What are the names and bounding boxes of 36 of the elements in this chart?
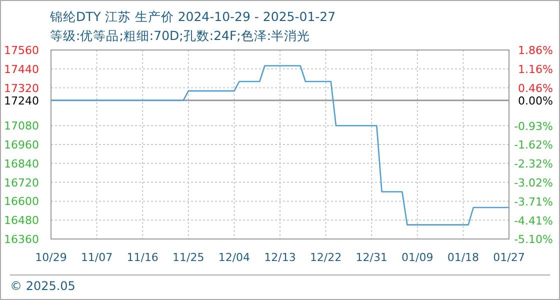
y2-tick-label: 0.00%	[518, 94, 553, 108]
y2-tick-label: -1.62%	[514, 138, 553, 152]
y-tick-label: 17320	[4, 82, 39, 95]
y-tick-label: 16600	[4, 195, 39, 208]
y-tick-label: 17080	[4, 120, 39, 133]
chart-subtitle: 等级:优等品;粗细:70D;孔数:24F;色泽:半消光	[50, 28, 310, 43]
x-tick-label: 11/16	[126, 251, 158, 264]
x-tick-label: 12/31	[356, 251, 388, 264]
x-tick-label: 01/27	[493, 251, 525, 264]
x-tick-label: 11/07	[80, 251, 113, 264]
y-tick-label: 16360	[4, 233, 39, 246]
y2-tick-label: 0.46%	[518, 82, 553, 96]
text: © 2025.05	[10, 279, 76, 293]
y2-tick-label: 1.86%	[518, 44, 553, 57]
y2-tick-label: -2.32%	[514, 158, 553, 171]
x-tick-label: 11/25	[172, 251, 204, 264]
x-tick-label: 01/09	[402, 251, 434, 264]
y-tick-label: 17240	[4, 94, 39, 108]
y-tick-label: 16480	[4, 214, 39, 228]
y2-tick-label: 1.16%	[518, 63, 553, 76]
x-tick-label: 12/13	[264, 251, 296, 264]
y-tick-label: 17440	[4, 62, 39, 76]
y-tick-label: 17560	[4, 44, 39, 57]
x-tick-label: 01/18	[447, 251, 480, 264]
chart-title: 锦纶DTY 江苏 生产价 2024-10-29 - 2025-01-27	[49, 9, 336, 24]
y2-tick-label: -0.93%	[514, 120, 553, 133]
x-tick-label: 12/04	[218, 251, 250, 264]
y2-tick-label: -5.10%	[514, 233, 553, 246]
x-tick-label: 10/29	[35, 251, 67, 264]
y2-tick-label: -3.71%	[514, 195, 553, 208]
y-tick-label: 16960	[4, 138, 39, 152]
x-tick-label: 12/22	[310, 251, 342, 264]
y-tick-label: 16840	[4, 157, 39, 170]
y2-tick-label: -3.02%	[514, 176, 553, 190]
y2-tick-label: -4.41%	[514, 214, 553, 228]
y-tick-label: 16720	[4, 176, 39, 190]
